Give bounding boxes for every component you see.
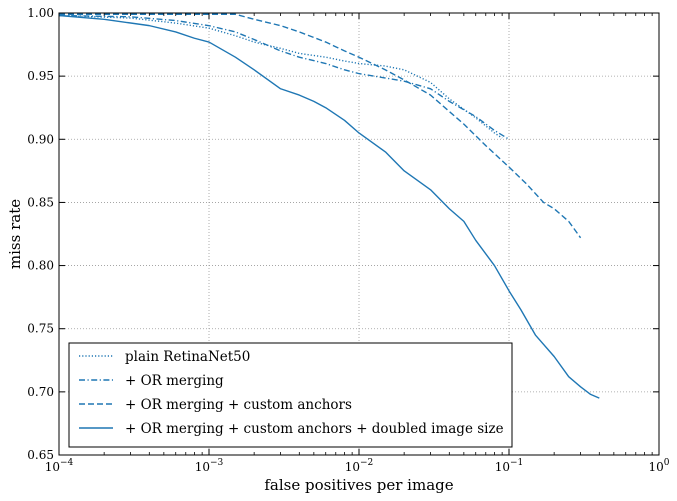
chart-legend: plain RetinaNet50 + OR merging + OR mergin…	[68, 342, 513, 448]
legend-box	[68, 342, 513, 448]
y-tick-label: 0.65	[27, 448, 54, 462]
series-line-3	[59, 13, 582, 239]
y-tick-label: 0.95	[27, 69, 54, 83]
series-line-4	[58, 14, 600, 399]
x-axis-label: false positives per image	[264, 476, 453, 494]
x-tick-label: 10−1	[495, 458, 524, 474]
series-line-2	[58, 14, 510, 140]
series-line-1	[58, 14, 503, 139]
y-tick-label: 0.70	[27, 385, 54, 399]
legend-label: plain RetinaNet50	[125, 349, 250, 365]
y-tick-label: 0.85	[27, 195, 54, 209]
axis-ticks: 10−4 10−3 10−2 10−1 100 0.65 0.70 0.75 0.80 0.85 0…	[27, 6, 669, 474]
y-axis-label: miss rate	[6, 199, 24, 269]
x-tick-label: 100	[648, 458, 669, 474]
x-tick-label: 10−3	[195, 458, 224, 474]
x-tick-label: 10−2	[345, 458, 374, 474]
y-tick-label: 0.75	[27, 322, 54, 336]
legend-label: + OR merging	[125, 373, 224, 389]
legend-label: + OR merging + custom anchors	[125, 397, 352, 413]
y-tick-label: 0.80	[27, 259, 54, 273]
y-tick-label: 1.00	[27, 6, 54, 20]
y-tick-label: 0.90	[27, 132, 54, 146]
plot-series	[58, 13, 600, 399]
x-tick-label: 10−4	[45, 458, 74, 474]
legend-label: + OR merging + custom anchors + doubled …	[125, 421, 504, 437]
